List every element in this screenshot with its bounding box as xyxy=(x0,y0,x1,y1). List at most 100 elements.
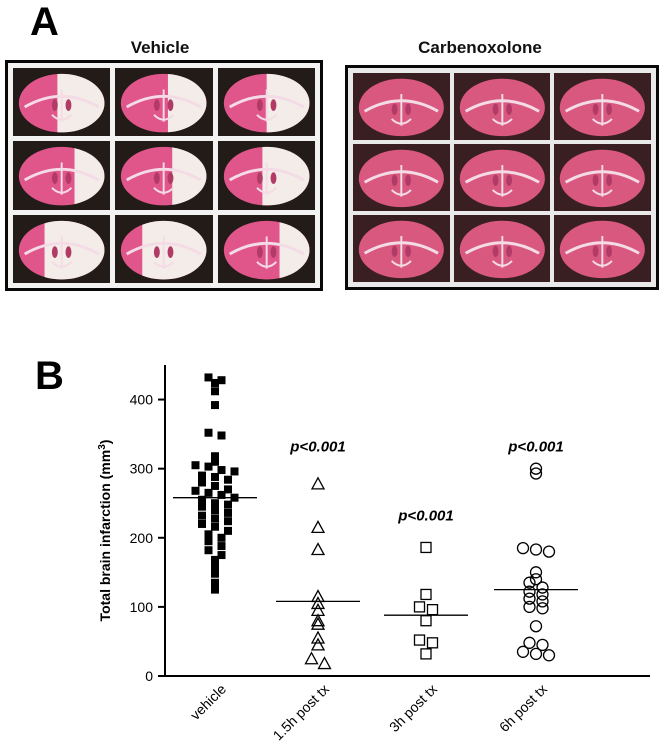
brain-section-image xyxy=(353,144,450,211)
brain-section-image xyxy=(554,73,651,140)
data-point xyxy=(204,537,213,546)
data-point xyxy=(516,645,530,658)
data-point xyxy=(211,514,219,523)
brain-section-icon xyxy=(358,78,444,137)
brain-section-icon xyxy=(18,73,105,133)
data-point xyxy=(217,542,226,551)
brain-section-image xyxy=(453,144,551,211)
brain-section-icon xyxy=(223,220,310,280)
brain-section-icon xyxy=(358,149,444,208)
data-point xyxy=(310,613,326,627)
data-point xyxy=(529,467,543,480)
y-tick-label: 100 xyxy=(130,599,154,615)
data-point xyxy=(211,481,219,490)
x-tick-label: 1.5h post tx xyxy=(270,681,333,744)
data-point xyxy=(198,511,206,520)
brain-section-icon xyxy=(560,78,646,137)
brain-section-image xyxy=(115,214,213,283)
data-point xyxy=(317,656,332,670)
data-point xyxy=(536,588,549,601)
data-point xyxy=(198,519,206,528)
data-point xyxy=(413,634,426,646)
data-point xyxy=(224,517,232,526)
brain-section-icon xyxy=(358,220,444,279)
data-point xyxy=(420,588,432,601)
data-point xyxy=(523,600,536,614)
data-point xyxy=(204,546,213,555)
brain-section-image xyxy=(453,73,551,140)
brain-section-image xyxy=(554,144,651,211)
x-tick-label: 3h post tx xyxy=(386,681,440,735)
data-point xyxy=(523,585,536,598)
data-point xyxy=(211,522,219,531)
brain-section-image xyxy=(554,215,651,282)
brain-section-icon xyxy=(223,73,310,133)
data-point xyxy=(224,485,232,494)
x-tick-label: 6h post tx xyxy=(496,681,550,735)
data-point xyxy=(211,562,219,571)
brain-section-icon xyxy=(459,220,545,279)
data-point xyxy=(198,478,206,487)
data-point xyxy=(523,636,536,649)
data-point xyxy=(420,615,432,627)
data-point xyxy=(211,499,219,508)
data-point xyxy=(211,578,219,587)
brain-section-image xyxy=(217,68,315,137)
data-point xyxy=(426,637,439,649)
data-point xyxy=(204,373,213,382)
brain-section-icon xyxy=(459,149,545,208)
data-point xyxy=(211,569,219,578)
data-point xyxy=(413,601,426,613)
panel-b-letter: B xyxy=(35,354,64,398)
data-point xyxy=(191,461,200,470)
data-point xyxy=(198,495,206,504)
brain-section-icon xyxy=(459,78,545,137)
data-point xyxy=(310,476,326,490)
vehicle-brain-grid xyxy=(5,60,323,291)
data-point xyxy=(230,467,239,476)
data-point xyxy=(217,533,226,542)
data-point xyxy=(426,604,439,616)
panel-a-letter: A xyxy=(30,0,59,44)
brain-section-icon xyxy=(121,147,207,206)
brain-section-image xyxy=(353,215,450,282)
data-point xyxy=(217,551,226,560)
data-point xyxy=(224,508,232,517)
data-point xyxy=(211,585,219,594)
data-point xyxy=(204,462,213,471)
brain-section-icon xyxy=(121,73,207,133)
data-point xyxy=(211,457,219,466)
data-point xyxy=(204,428,213,437)
p-value-label: p<0.001 xyxy=(397,508,453,525)
brain-section-image xyxy=(217,141,315,210)
data-point xyxy=(536,602,549,615)
brain-section-icon xyxy=(121,220,207,280)
brain-section-image xyxy=(13,214,111,283)
brain-section-image xyxy=(115,141,213,210)
data-point xyxy=(420,648,432,660)
brain-section-image xyxy=(13,141,111,210)
data-point xyxy=(529,573,543,586)
brain-section-image xyxy=(353,73,450,140)
carbenoxolone-brain-grid xyxy=(345,65,659,290)
data-point xyxy=(310,630,326,644)
data-point xyxy=(529,543,543,556)
data-point xyxy=(310,616,326,630)
data-point xyxy=(211,472,219,481)
data-point xyxy=(204,488,213,497)
data-point xyxy=(536,595,549,608)
y-tick-label: 400 xyxy=(130,392,154,408)
data-point xyxy=(198,502,206,511)
data-point xyxy=(211,378,219,387)
brain-section-image xyxy=(13,68,111,137)
brain-section-icon xyxy=(18,220,105,280)
data-point xyxy=(224,500,232,509)
data-point xyxy=(310,542,326,556)
y-tick-label: 200 xyxy=(130,530,154,546)
vehicle-title: Vehicle xyxy=(130,38,190,57)
brain-section-image xyxy=(453,215,551,282)
p-value-label: p<0.001 xyxy=(507,438,563,455)
data-point xyxy=(217,466,226,475)
data-point xyxy=(523,576,536,589)
data-point xyxy=(529,647,543,661)
